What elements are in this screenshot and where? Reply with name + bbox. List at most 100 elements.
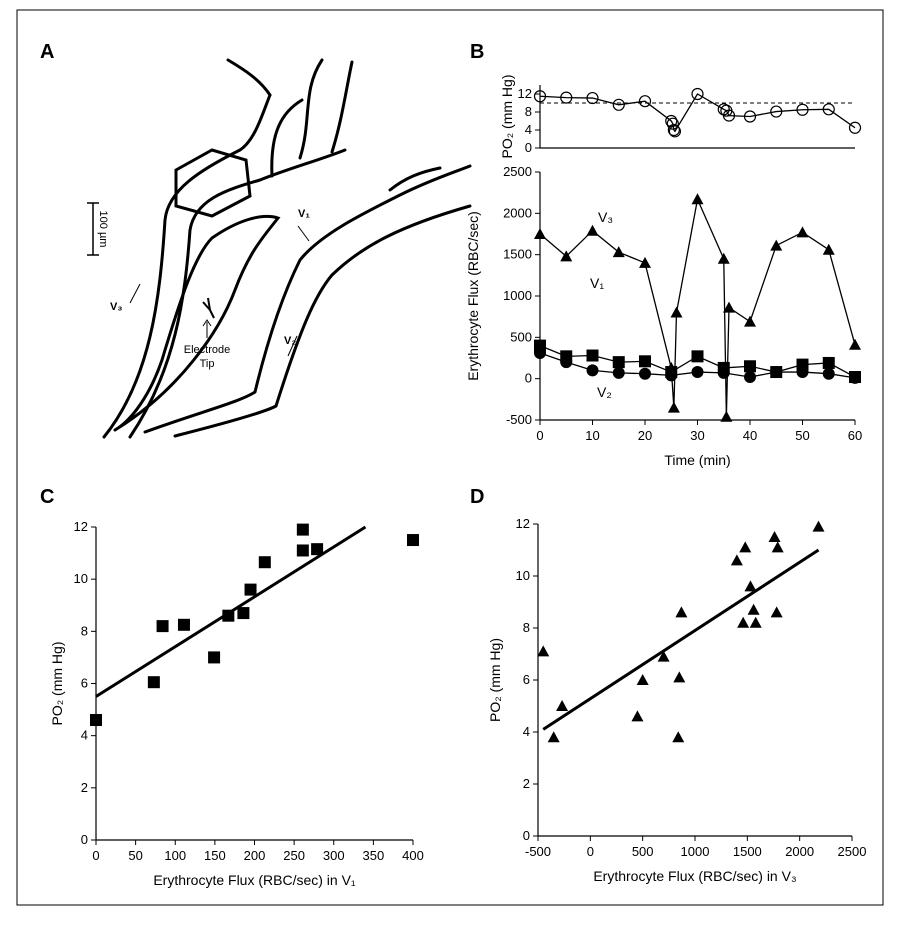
y-tick-label: 8 [523,620,530,635]
point [638,95,652,108]
point [670,306,683,318]
point [849,371,861,384]
x-tick-label: 0 [536,428,543,443]
point [296,523,309,536]
point [771,541,784,553]
point [156,620,169,633]
point [744,360,756,373]
series-label: V₁ [590,275,604,291]
point [691,193,704,205]
point [612,366,625,379]
point [258,556,271,569]
point [177,618,190,631]
series-label: V₃ [598,209,613,225]
x-tick-label: 200 [244,848,266,863]
point [311,543,324,556]
y-tick-label: 0 [523,828,530,843]
point [796,226,809,238]
point [770,366,783,379]
y-tick-label: 4 [523,724,530,739]
y-tick-label: 8 [525,104,532,119]
point [208,651,221,664]
x-axis-label: Erythrocyte Flux (RBC/sec) in V₃ [593,868,796,884]
point [673,671,686,683]
electrode-label: Tip [200,358,215,370]
x-tick-label: 150 [204,848,226,863]
point [586,224,599,236]
point [675,606,688,618]
y-tick-label: 4 [81,728,88,743]
point [612,356,625,369]
panel-label: B [470,41,484,63]
point [560,91,573,104]
scale-bar-label: 100 µm [97,211,109,248]
point [822,103,835,116]
y-axis-label: PO₂ (mm Hg) [499,75,515,159]
fit-line [542,548,820,731]
series-line [539,93,856,133]
vessel-label: V₁ [298,208,310,220]
fit-line [95,525,367,698]
x-tick-label: 2500 [838,844,867,859]
point [691,87,704,101]
x-tick-label: 400 [402,848,424,863]
point [586,349,599,362]
x-tick-label: 1000 [681,844,710,859]
point [691,350,704,363]
x-tick-label: 0 [587,844,594,859]
point [770,239,783,251]
y-tick-label: 2500 [503,164,532,179]
y-tick-label: 1000 [503,288,532,303]
y-tick-label: 6 [523,672,530,687]
x-axis-label: Erythrocyte Flux (RBC/sec) in V₁ [153,872,356,888]
y-tick-label: -500 [506,412,532,427]
point [666,117,679,130]
vessel-label: V₃ [110,301,122,313]
point [556,700,569,711]
point [244,583,257,596]
point [739,541,752,553]
point [672,731,685,743]
y-axis-label: PO₂ (mm Hg) [49,642,65,726]
point [770,105,783,118]
point [639,367,651,380]
point [639,355,651,368]
x-tick-label: -500 [525,844,551,859]
point [717,366,730,379]
point [665,369,678,382]
point [631,710,644,722]
y-tick-label: 10 [74,571,88,586]
y-tick-label: 0 [525,371,532,386]
x-tick-label: 1500 [733,844,762,859]
series-line [539,197,856,417]
y-axis-label: PO₂ (mm Hg) [487,638,503,722]
point [534,347,546,360]
y-tick-label: 0 [81,832,88,847]
frame [16,9,884,906]
point [720,410,733,422]
x-tick-label: 250 [283,848,305,863]
point [612,246,625,258]
point [849,338,861,350]
x-tick-label: 50 [128,848,142,863]
point [533,90,547,103]
y-tick-label: 12 [516,516,530,531]
point [639,256,651,268]
point [90,714,102,727]
point [822,243,835,255]
point [586,91,599,105]
y-tick-label: 12 [518,86,532,101]
point [237,607,250,620]
point [296,544,309,557]
point [691,366,704,379]
y-tick-label: 1500 [503,247,532,262]
point [560,250,573,262]
point [822,367,835,380]
panel-label: C [40,486,54,508]
point [636,674,649,685]
x-tick-label: 500 [632,844,654,859]
point [796,103,809,116]
point [537,645,550,657]
point [744,580,757,592]
